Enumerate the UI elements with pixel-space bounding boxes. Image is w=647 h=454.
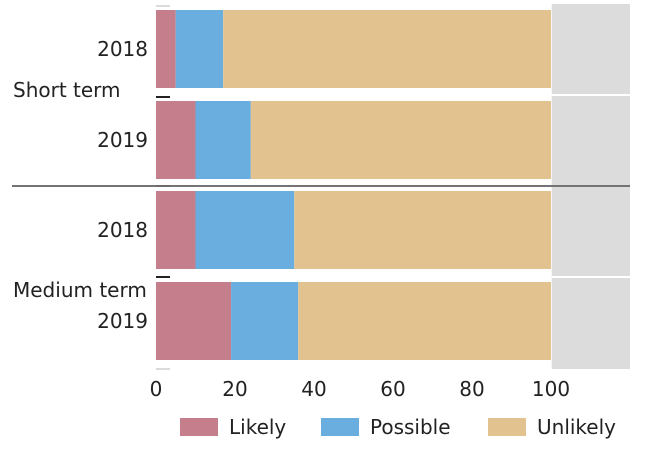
bar-possible-row-3: [231, 282, 299, 360]
x-tick-label: 40: [301, 377, 326, 401]
bar-unlikely-row-0: [223, 10, 551, 88]
group-label: Short term: [13, 78, 121, 102]
bar-possible-row-1: [195, 101, 251, 179]
x-tick-label: 80: [459, 377, 484, 401]
bar-likely-row-0: [156, 10, 176, 88]
category-label: 2019: [97, 128, 148, 152]
legend-swatch-unlikely: [488, 418, 526, 436]
bar-unlikely-row-3: [298, 282, 551, 360]
x-tick-label: 100: [532, 377, 570, 401]
bar-likely-row-1: [156, 101, 196, 179]
x-tick-label: 20: [222, 377, 247, 401]
x-tick-label: 60: [380, 377, 405, 401]
x-tick-label: 0: [150, 377, 163, 401]
bar-possible-row-2: [195, 191, 295, 269]
bar-unlikely-row-2: [294, 191, 551, 269]
group-label: Medium term: [13, 278, 147, 302]
legend-swatch-likely: [180, 418, 218, 436]
bar-possible-row-0: [175, 10, 224, 88]
legend-label-possible: Possible: [370, 415, 451, 439]
legend-swatch-possible: [321, 418, 359, 436]
category-label: 2018: [97, 37, 148, 61]
legend-label-unlikely: Unlikely: [537, 415, 616, 439]
bar-likely-row-2: [156, 191, 196, 269]
bar-likely-row-3: [156, 282, 232, 360]
legend-label-likely: Likely: [229, 415, 286, 439]
category-label: 2019: [97, 309, 148, 333]
bar-unlikely-row-1: [250, 101, 552, 179]
category-label: 2018: [97, 218, 148, 242]
